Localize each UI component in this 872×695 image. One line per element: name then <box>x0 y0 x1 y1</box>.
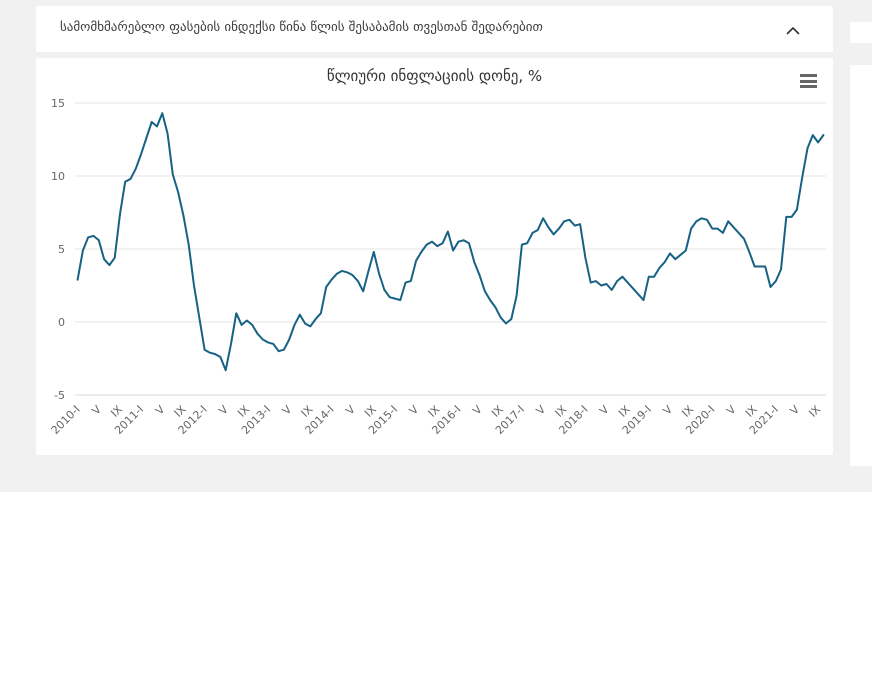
adjacent-panel-body-partial <box>850 65 872 466</box>
svg-text:V: V <box>661 403 676 418</box>
y-grid-and-labels: 15 10 5 0 -5 <box>51 97 826 402</box>
svg-text:V: V <box>89 403 104 418</box>
page-bottom-area <box>0 492 872 695</box>
chevron-up-icon[interactable] <box>785 22 801 35</box>
svg-text:5: 5 <box>58 243 65 256</box>
inflation-series-line <box>76 112 825 372</box>
svg-text:V: V <box>407 403 422 418</box>
svg-text:V: V <box>470 403 485 418</box>
svg-text:-5: -5 <box>54 389 65 402</box>
svg-text:V: V <box>788 403 803 418</box>
svg-text:10: 10 <box>51 170 65 183</box>
chart-card: 15 10 5 0 -5 2010-I V IX 2011-I V IX 2012-I V IX 2013-… <box>36 58 833 455</box>
svg-text:V: V <box>534 403 549 418</box>
svg-text:2010-I: 2010-I <box>49 403 83 437</box>
svg-text:V: V <box>153 403 168 418</box>
svg-text:V: V <box>597 403 612 418</box>
svg-text:IX: IX <box>806 403 823 420</box>
svg-text:V: V <box>724 403 739 418</box>
svg-text:15: 15 <box>51 97 65 110</box>
page-top-band: სამომხმარებლო ფასების ინდექსი წინა წლის … <box>0 0 872 492</box>
hamburger-icon <box>800 74 818 88</box>
svg-text:0: 0 <box>58 316 65 329</box>
chart-title: წლიური ინფლაციის დონე, % <box>326 67 543 85</box>
svg-text:V: V <box>343 403 358 418</box>
svg-text:V: V <box>280 403 295 418</box>
accordion-title: სამომხმარებლო ფასების ინდექსი წინა წლის … <box>60 20 543 35</box>
svg-text:V: V <box>216 403 231 418</box>
accordion-header[interactable]: სამომხმარებლო ფასების ინდექსი წინა წლის … <box>36 6 833 52</box>
chart-context-menu-button[interactable] <box>796 69 822 93</box>
adjacent-panel-header-partial[interactable] <box>850 22 872 43</box>
